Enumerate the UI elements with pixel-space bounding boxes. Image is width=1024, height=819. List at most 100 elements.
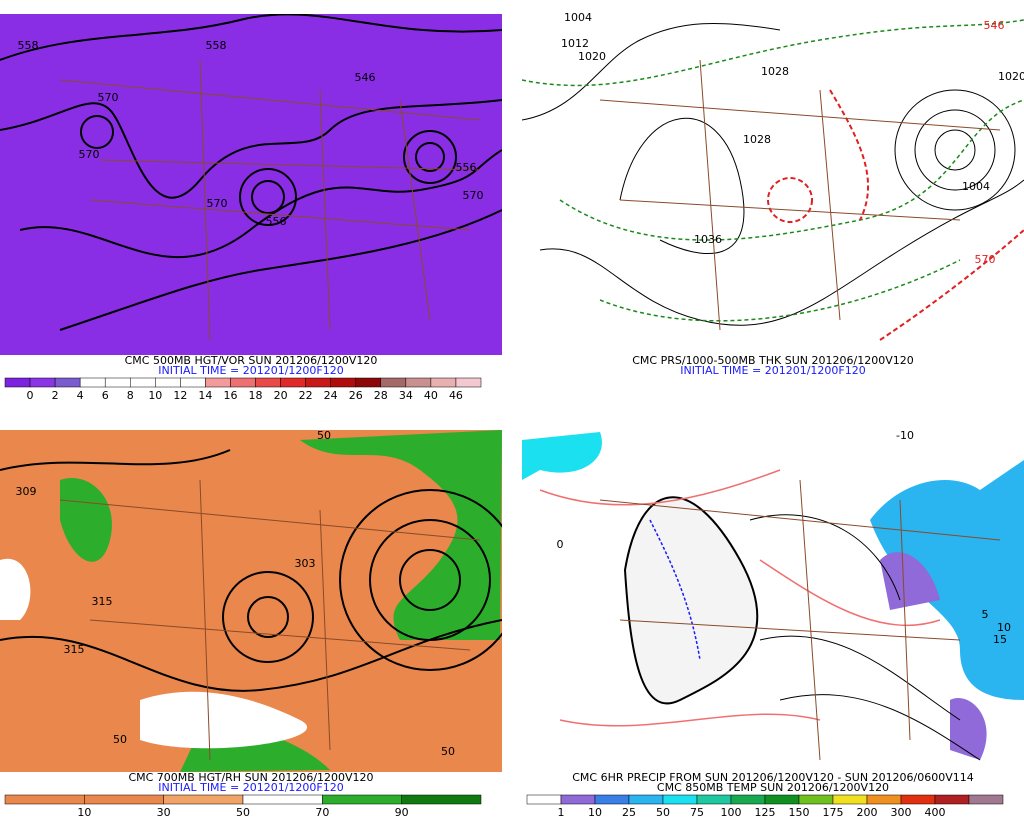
contour-label: 556 (266, 215, 287, 228)
colorbar-label: 200 (857, 806, 878, 819)
colorbar-box (280, 377, 306, 388)
colorbar-label: 10 (148, 389, 162, 402)
colorbar-label: 1 (558, 806, 565, 819)
contour-label: 570 (79, 148, 100, 161)
colorbar-box (798, 794, 834, 805)
colorbar-label: 40 (424, 389, 438, 402)
colorbar-label: 30 (157, 806, 171, 819)
contour-label: 570 (463, 189, 484, 202)
colorbar-label: 100 (721, 806, 742, 819)
colorbar-label: 50 (656, 806, 670, 819)
colorbar-box (900, 794, 936, 805)
colorbar-box (180, 377, 206, 388)
colorbar-label: 75 (690, 806, 704, 819)
colorbar-box (104, 377, 131, 388)
colorbar-box (696, 794, 732, 805)
colorbar-label: 6 (102, 389, 109, 402)
contour-label: 1028 (761, 65, 789, 78)
colorbar-label: 175 (823, 806, 844, 819)
colorbar-box (455, 377, 482, 388)
colorbar-label: 10 (77, 806, 91, 819)
colorbar-box (29, 377, 56, 388)
colorbar-label: 26 (349, 389, 363, 402)
colorbar-box (4, 794, 85, 805)
colorbar-box (832, 794, 868, 805)
caption: CMC PRS/1000-500MB THK SUN 201206/1200V1… (632, 354, 913, 367)
colorbar-label: 4 (77, 389, 84, 402)
colorbar-label: 28 (374, 389, 388, 402)
colorbar-box (230, 377, 256, 388)
contour-label: 1028 (743, 133, 771, 146)
contour-label: 50 (441, 745, 455, 758)
colorbar-box (330, 377, 356, 388)
colorbar-box (866, 794, 902, 805)
colorbar-box (594, 794, 630, 805)
caption: CMC 500MB HGT/VOR SUN 201206/1200V120 (125, 354, 378, 367)
contour-label: 309 (16, 485, 37, 498)
colorbar-box (242, 794, 323, 805)
colorbar-box (526, 794, 562, 805)
colorbar-label: 150 (789, 806, 810, 819)
caption: INITIAL TIME = 201201/1200F120 (680, 364, 865, 377)
contour-label: 303 (295, 557, 316, 570)
colorbar-box (560, 794, 596, 805)
colorbar-box (163, 794, 244, 805)
caption: CMC 6HR PRECIP FROM SUN 201206/1200V120 … (572, 771, 974, 784)
map-thickness (522, 19, 1024, 341)
colorbar-box (54, 377, 81, 388)
colorbar-label: 25 (622, 806, 636, 819)
colorbar-box (130, 377, 156, 388)
colorbar-label: 50 (236, 806, 250, 819)
colorbar-label: 8 (127, 389, 134, 402)
colorbar-box (405, 377, 432, 388)
contour-label: 1036 (694, 233, 722, 246)
colorbar-label: 70 (315, 806, 329, 819)
colorbar-label: 2 (52, 389, 59, 402)
contour-label: 315 (64, 643, 85, 656)
colorbar-box (430, 377, 457, 388)
colorbar-label: 34 (399, 389, 413, 402)
contour-label: 5 (982, 608, 989, 621)
colorbar-label: 18 (249, 389, 263, 402)
colorbar-box (764, 794, 800, 805)
contour-label: 1004 (564, 11, 592, 24)
contour-label: 1020 (998, 70, 1024, 83)
contour-label: 1020 (578, 50, 606, 63)
colorbar-box (380, 377, 407, 388)
contour-label: 15 (993, 633, 1007, 646)
contour-label: 0 (557, 538, 564, 551)
colorbar-box (401, 794, 482, 805)
colorbar-box (968, 794, 1004, 805)
contour-label: 315 (92, 595, 113, 608)
contour-label: 50 (113, 733, 127, 746)
colorbar-label: 300 (891, 806, 912, 819)
colorbar-box (155, 377, 181, 388)
contour-label: 558 (206, 39, 227, 52)
colorbar-label: 10 (588, 806, 602, 819)
colorbar-box (730, 794, 766, 805)
colorbar-box (305, 377, 331, 388)
colorbar-label: 400 (925, 806, 946, 819)
colorbar-label: 22 (299, 389, 313, 402)
map-850mb (522, 432, 1024, 761)
contour-label: 570 (98, 91, 119, 104)
caption: CMC 700MB HGT/RH SUN 201206/1200V120 (128, 771, 373, 784)
colorbar-box (255, 377, 281, 388)
colorbar-label: 24 (324, 389, 338, 402)
colorbar-label: 16 (223, 389, 237, 402)
colorbar-box (84, 794, 164, 805)
contour-label: 1004 (962, 180, 990, 193)
colorbar-box (662, 794, 698, 805)
colorbar-box (4, 377, 31, 388)
colorbar-box (79, 377, 106, 388)
caption: CMC 850MB TEMP SUN 201206/1200V120 (657, 781, 889, 794)
colorbar-label: 20 (274, 389, 288, 402)
colorbar-label: 125 (755, 806, 776, 819)
contour-label: 546 (355, 71, 376, 84)
map-background (0, 14, 502, 355)
colorbar-box (355, 377, 382, 388)
contour-label: 50 (317, 429, 331, 442)
contour-label: 1012 (561, 37, 589, 50)
